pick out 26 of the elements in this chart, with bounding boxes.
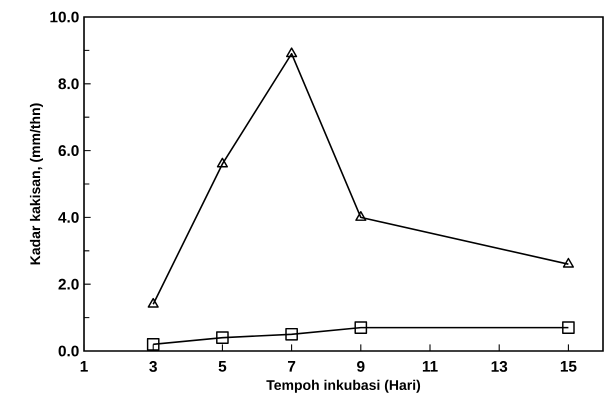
x-tick-label: 11 — [422, 361, 438, 372]
point — [562, 258, 574, 268]
x-tick-label: 3 — [149, 361, 157, 372]
point — [216, 158, 228, 168]
point — [216, 331, 229, 344]
x-tick-label: 7 — [288, 361, 296, 372]
point — [148, 298, 159, 308]
point — [354, 321, 368, 334]
point — [146, 338, 160, 351]
x-tick-label: 15 — [560, 361, 576, 372]
x-tick-label: 5 — [218, 361, 226, 372]
y-tick-label: 8.0 — [58, 78, 79, 90]
y-tick-label: 4.0 — [58, 212, 79, 223]
y-tick-label: 6.0 — [58, 145, 79, 156]
y-axis-title: Kadar kakisan, (mm/thn) — [30, 103, 43, 264]
point — [355, 211, 366, 221]
point — [562, 321, 575, 334]
point — [286, 47, 298, 58]
y-tick-label: 0.0 — [58, 346, 79, 356]
point — [285, 328, 298, 341]
y-tick-label: 2.0 — [58, 278, 79, 290]
y-tick-label: 10.0 — [50, 12, 79, 22]
x-tick-label: 13 — [492, 361, 508, 372]
x-axis-title: Tempoh inkubasi (Hari) — [266, 380, 420, 393]
x-tick-label: 1 — [80, 361, 88, 372]
x-tick-label: 9 — [357, 361, 364, 372]
